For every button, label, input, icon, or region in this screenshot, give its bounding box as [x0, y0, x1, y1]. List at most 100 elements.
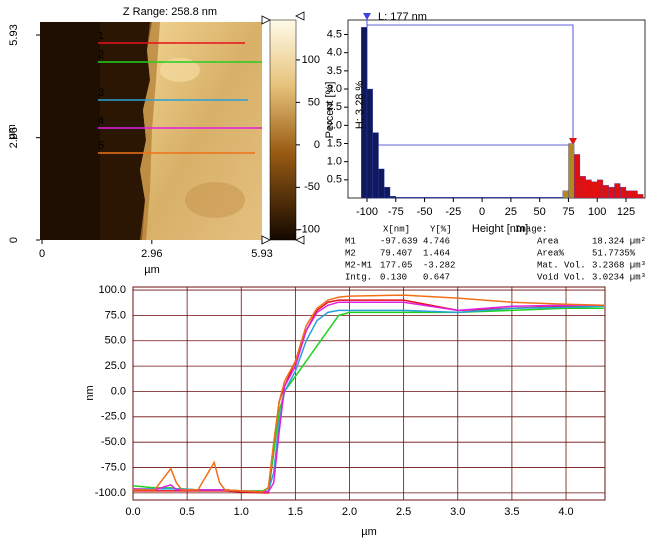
y-axis-label: µm — [6, 124, 18, 140]
x-tick-label: 2.96 — [141, 248, 162, 260]
x-tick-label: 0.5 — [179, 506, 194, 518]
image-stat-name: Mat. Vol. — [537, 260, 586, 270]
histogram-bar — [551, 197, 558, 199]
histogram-bar — [493, 197, 500, 199]
color-bar-handles[interactable] — [261, 11, 305, 245]
x-tick-label: -25 — [445, 206, 461, 218]
profile-line-label: 2 — [98, 49, 104, 61]
x-tick-label: -75 — [388, 206, 404, 218]
histogram-bar — [585, 179, 592, 199]
x-tick-label: 3.5 — [504, 506, 519, 518]
color-bar-label: -50 — [304, 181, 320, 193]
histogram-bar — [528, 197, 535, 199]
y-axis-label: Percent [%] — [324, 82, 336, 139]
y-tick-label: 2.0 — [327, 119, 342, 131]
histogram-bar — [602, 185, 609, 199]
cursor-m1[interactable] — [363, 13, 371, 20]
color-bar — [269, 19, 297, 241]
color-bar-label: 50 — [308, 96, 320, 108]
table-cell: -97.639 — [380, 236, 418, 246]
histogram-bar — [424, 197, 431, 199]
histogram-bar — [568, 143, 575, 199]
histogram-bar — [418, 197, 425, 199]
x-tick-label: 1.5 — [288, 506, 303, 518]
y-tick-label: -25.0 — [101, 411, 126, 423]
x-tick-label: 0 — [39, 248, 45, 260]
image-stat-name: Area% — [537, 248, 565, 258]
image-stat-value: 51.7735% — [592, 248, 636, 258]
x-axis-label: µm — [144, 264, 160, 276]
table-header: X[nm] — [383, 224, 410, 234]
histogram-bar — [407, 197, 414, 199]
histogram-bar — [574, 154, 581, 199]
histogram-bar — [516, 197, 523, 199]
x-tick-label: 0.0 — [125, 506, 140, 518]
afm-grain — [185, 182, 245, 218]
histogram-bar — [522, 197, 529, 199]
histogram-bar — [458, 197, 465, 199]
histogram-bar — [372, 132, 379, 199]
histogram-bar — [510, 197, 517, 199]
table-cell: M2 — [345, 248, 356, 258]
afm-image — [40, 22, 262, 240]
x-tick-label: 125 — [617, 206, 635, 218]
y-tick-label: 3.0 — [327, 83, 342, 95]
histogram-bar — [620, 186, 627, 199]
histogram-bar — [614, 183, 621, 199]
histogram-bar — [464, 197, 471, 199]
cursor-height: H: 3.28 % — [354, 81, 366, 130]
x-tick-label: 50 — [534, 206, 546, 218]
y-tick-label: -75.0 — [101, 461, 126, 473]
y-axis-label: nm — [84, 385, 96, 400]
table-cell: 177.05 — [380, 260, 412, 270]
y-tick-label: 1.0 — [327, 156, 342, 168]
y-tick-label: 100.0 — [98, 284, 126, 296]
y-tick-label: 2.5 — [327, 101, 342, 113]
histogram-bar — [389, 196, 396, 199]
afm-grain — [160, 58, 200, 82]
histogram-bar — [412, 197, 419, 199]
y-tick-label: 0.5 — [327, 174, 342, 186]
histogram-bar — [441, 197, 448, 199]
histogram-bar — [499, 197, 506, 199]
table-cell: -3.282 — [423, 260, 455, 270]
y-tick-label: 0 — [8, 237, 20, 243]
histogram-bar — [435, 197, 442, 199]
table-cell: 0.647 — [423, 272, 450, 282]
color-bar-label: 0 — [314, 139, 320, 151]
histogram-bar — [539, 197, 546, 199]
y-tick-label: 0.0 — [111, 385, 126, 397]
histogram-bar — [562, 190, 569, 199]
histogram-bar — [378, 168, 385, 199]
histogram-bar — [608, 186, 615, 199]
afm-shade — [40, 22, 100, 240]
histogram-bar — [625, 190, 632, 199]
image-stat-value: 18.324 µm² — [592, 236, 646, 246]
y-tick-label: 75.0 — [105, 309, 126, 321]
image-stat-name: Area — [537, 236, 559, 246]
histogram-bar — [591, 181, 598, 199]
afm-edge — [140, 22, 160, 240]
histogram-bar — [597, 179, 604, 199]
x-tick-label: -100 — [356, 206, 378, 218]
histogram-bar — [476, 197, 483, 199]
y-tick-label: 4.0 — [327, 47, 342, 59]
x-tick-label: 0 — [479, 206, 485, 218]
color-bar-label: -100 — [298, 224, 320, 236]
table-cell: 1.464 — [423, 248, 450, 258]
table-cell: Intg. — [345, 272, 372, 282]
histogram-bar — [481, 197, 489, 199]
x-axis-label: Height [nm] — [472, 223, 528, 235]
image-title: Z Range: 258.8 nm — [123, 6, 217, 18]
color-bar-label: 100 — [302, 54, 320, 66]
histogram-bar — [401, 197, 408, 199]
histogram-bar — [631, 190, 638, 199]
cursor-m2[interactable] — [569, 138, 577, 145]
x-tick-label: 25 — [505, 206, 517, 218]
histogram-bar — [545, 197, 552, 199]
x-tick-label: 4.0 — [558, 506, 573, 518]
profile-line-label: 4 — [98, 115, 104, 127]
profile-line-label: 5 — [98, 140, 104, 152]
x-tick-label: 2.5 — [396, 506, 411, 518]
